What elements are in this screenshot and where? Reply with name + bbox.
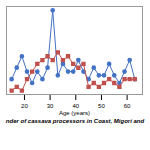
svg-text:30: 30 (47, 103, 54, 109)
svg-text:Age (years): Age (years) (59, 110, 90, 116)
svg-text:50: 50 (98, 103, 105, 109)
svg-text:60: 60 (124, 103, 131, 109)
svg-text:20: 20 (21, 103, 28, 109)
svg-text:40: 40 (72, 103, 79, 109)
html-text:nder of cassava processors in: nder of cassava processors in Coast, Mig… (5, 118, 145, 124)
